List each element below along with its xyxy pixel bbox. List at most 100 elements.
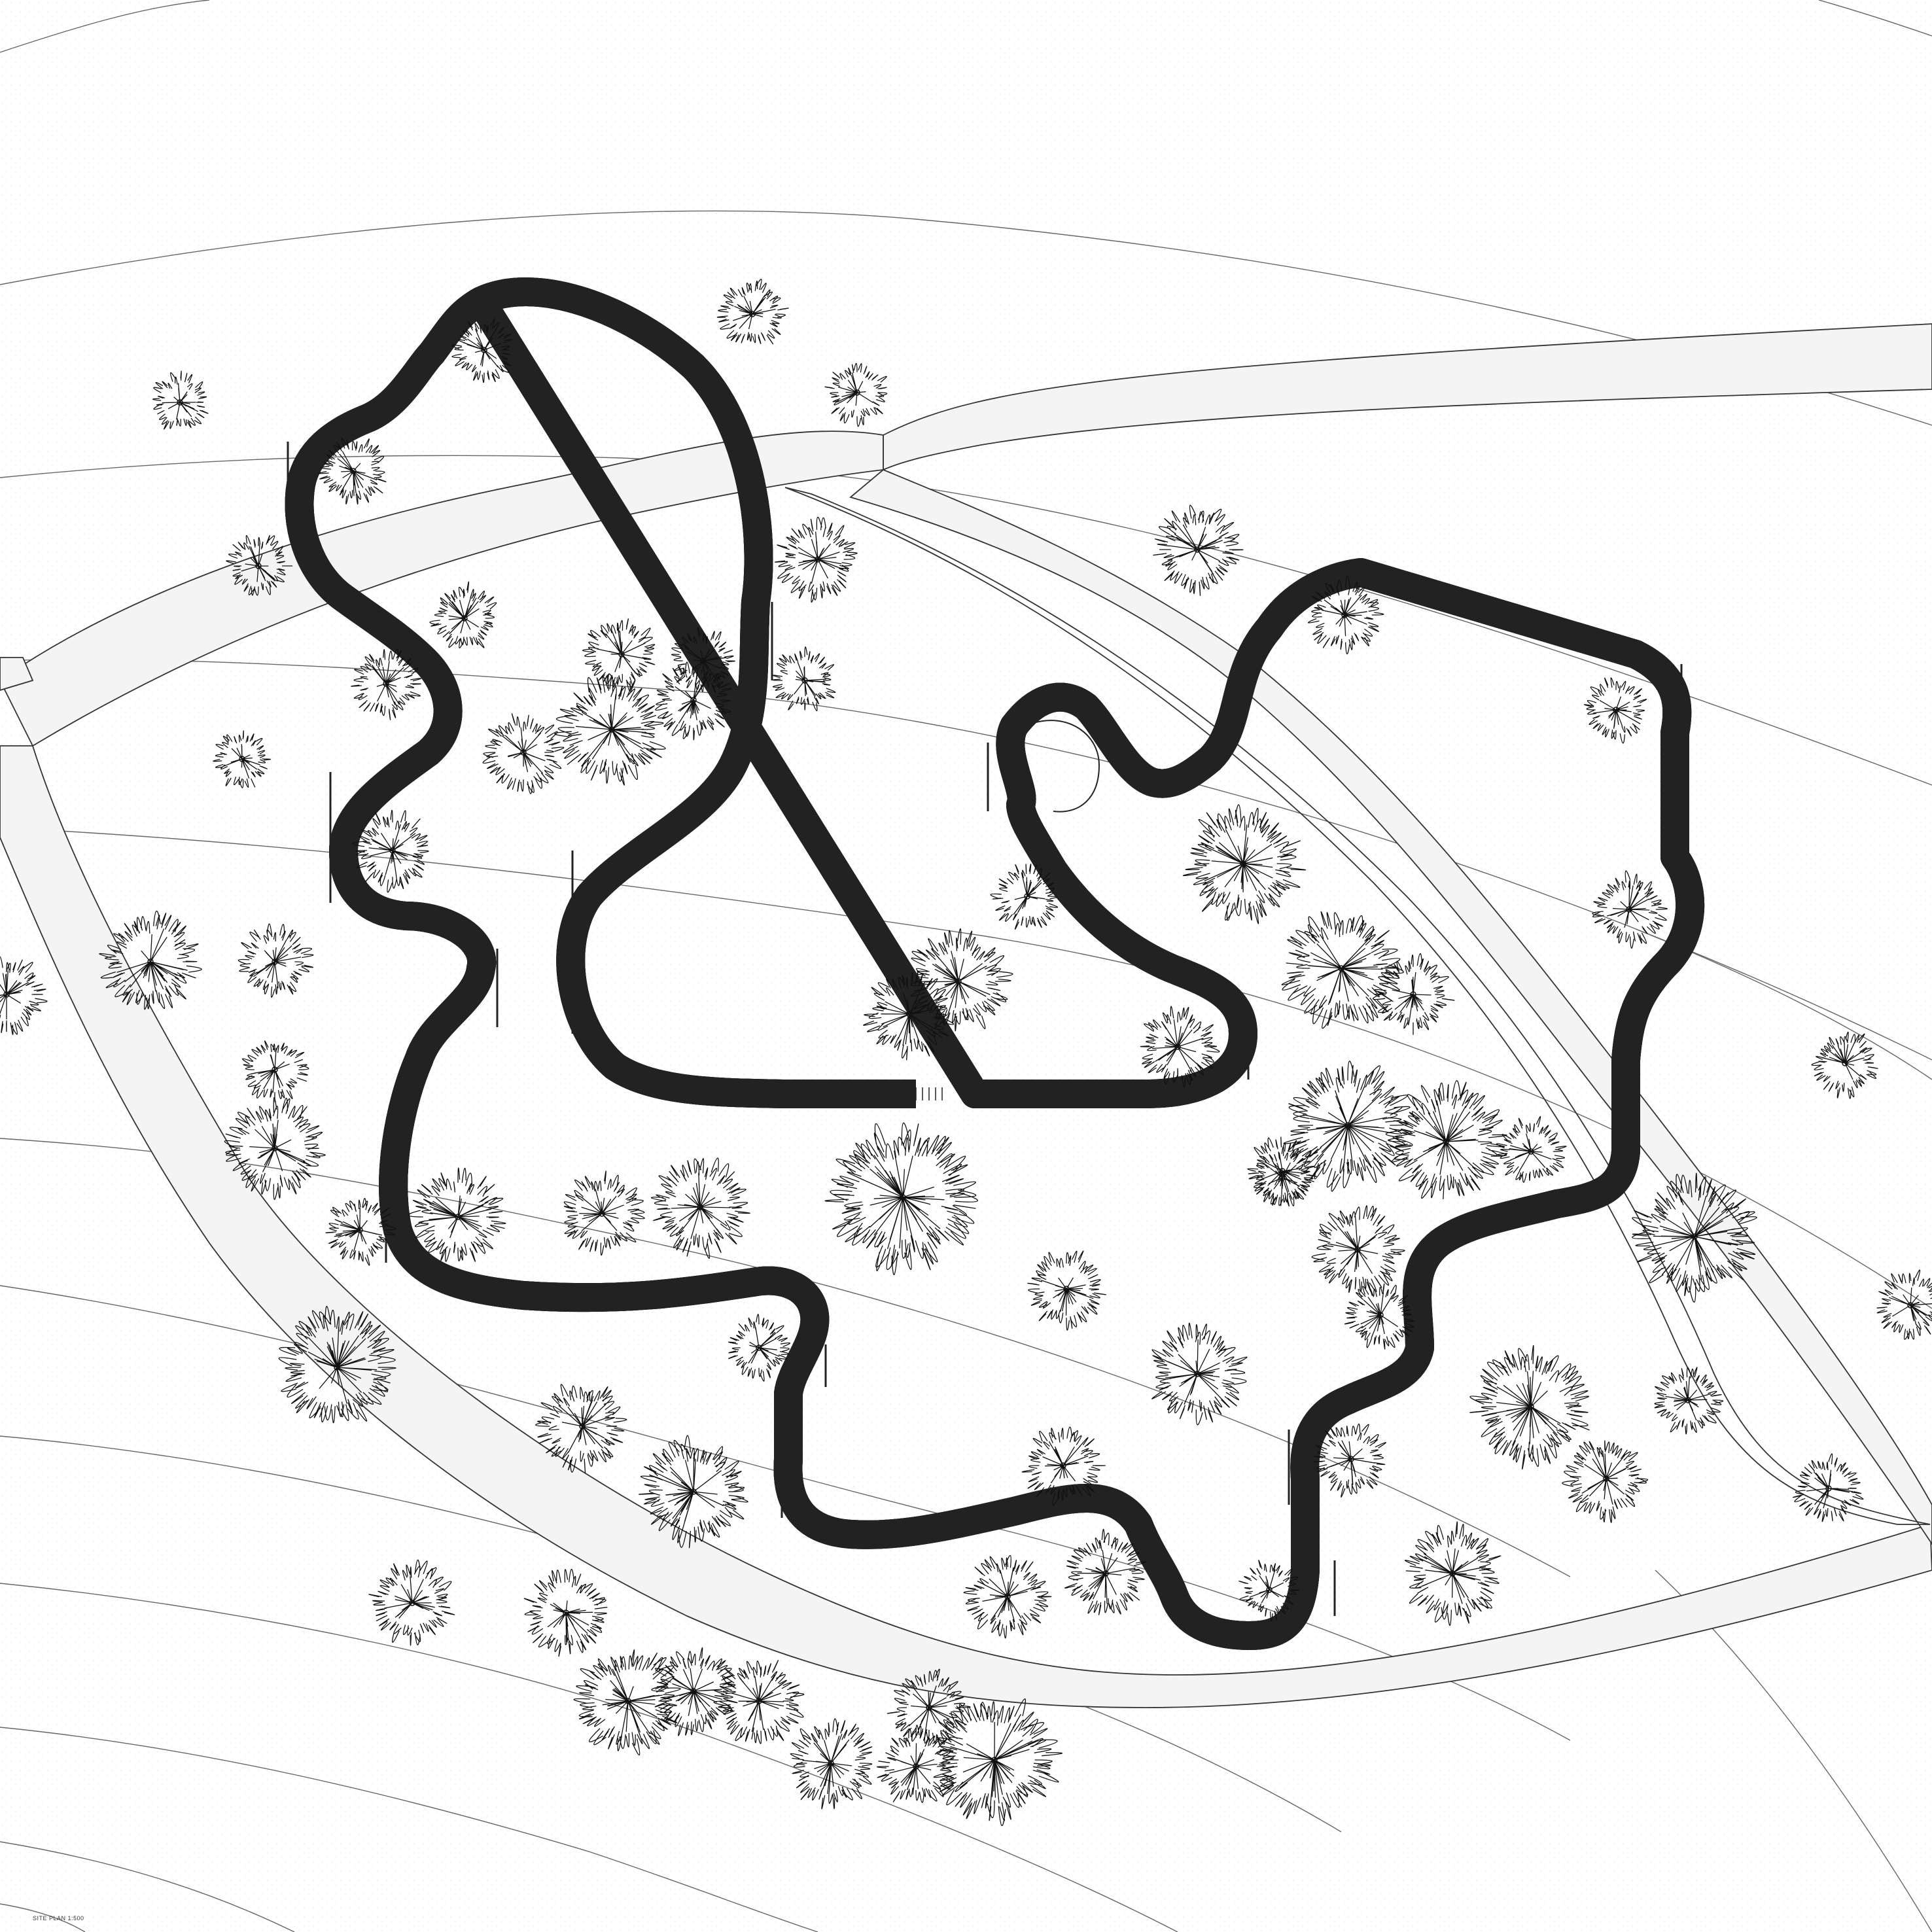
tree-trunk-mark (801, 677, 808, 684)
tree-canopy (325, 1198, 396, 1266)
tree-trunk-mark (177, 399, 183, 406)
tree-canopy (648, 1647, 738, 1736)
tree-symbol (351, 648, 421, 720)
tree-canopy (317, 438, 387, 505)
tree-canopy (237, 923, 314, 998)
tree-canopy (352, 809, 429, 893)
tree-symbol (824, 362, 888, 427)
road-west-link (0, 657, 34, 691)
tree-canopy (790, 1718, 873, 1810)
tree-canopy (1811, 1031, 1878, 1099)
tree-canopy (1238, 1560, 1300, 1622)
tree-symbol (368, 1559, 455, 1646)
tree-trunk-mark (1528, 1403, 1534, 1410)
tree-canopy (716, 279, 789, 345)
tree-canopy (523, 1568, 608, 1657)
tree-canopy (213, 730, 272, 788)
tree-symbol (451, 319, 512, 383)
tree-symbol (650, 1157, 750, 1259)
tree-canopy (1151, 1322, 1248, 1426)
tree-canopy (1496, 1116, 1567, 1183)
tree-symbol (1027, 1250, 1106, 1331)
tree-canopy (573, 1649, 681, 1756)
tree-canopy (351, 648, 421, 720)
tree-canopy (482, 713, 565, 794)
tree-canopy (1313, 1423, 1386, 1498)
tree-symbol (990, 864, 1059, 930)
road-inner-west (784, 487, 1931, 1525)
tree-canopy (554, 673, 666, 786)
tree-symbol (1153, 504, 1244, 596)
tree-trunk-mark (1691, 1233, 1698, 1240)
tree-canopy (0, 956, 48, 1035)
tree-symbol (1592, 870, 1668, 949)
tree-trunk-mark (563, 1609, 569, 1616)
tree-symbol (535, 1384, 627, 1473)
tree-canopy (563, 1170, 645, 1256)
tree-trunk-mark (1279, 1174, 1286, 1181)
tree-canopy (1311, 1205, 1405, 1293)
tree-canopy (224, 1097, 326, 1200)
road-upper-right (883, 323, 1932, 471)
tree-symbol (408, 1167, 506, 1262)
tree-symbol (1404, 1521, 1502, 1626)
tree-trunk-mark (461, 615, 468, 622)
tree-canopy (582, 618, 656, 692)
tree-canopy (1584, 677, 1647, 744)
tree-symbol (1308, 575, 1384, 655)
tree-trunk-mark (357, 1227, 363, 1233)
tree-canopy (535, 1384, 627, 1473)
tree-canopy (655, 660, 732, 741)
tree-trunk-mark (828, 1760, 834, 1766)
tree-trunk-mark (1603, 1475, 1609, 1482)
tree-trunk-mark (955, 978, 962, 985)
tree-symbol (963, 1554, 1052, 1639)
tree-symbol (213, 730, 272, 788)
tree-trunk-mark (854, 389, 860, 396)
tree-symbol (639, 1435, 748, 1549)
tree-symbol (1792, 1453, 1864, 1522)
tree-canopy (1027, 1250, 1106, 1331)
tree-canopy (772, 646, 836, 712)
tree-trunk-mark (1338, 965, 1344, 972)
tree-canopy (863, 972, 955, 1061)
tree-trunk-mark (389, 847, 396, 854)
tree-symbol (713, 1660, 805, 1744)
tree-symbol (352, 809, 429, 893)
tree-canopy (728, 1314, 791, 1382)
tree-canopy (824, 1122, 978, 1275)
tree-symbol (863, 972, 955, 1061)
tree-trunk-mark (608, 726, 615, 733)
tree-trunk-mark (409, 1600, 415, 1606)
tree-canopy (774, 516, 858, 603)
tree-symbol (278, 1306, 396, 1424)
tree-canopy (152, 370, 209, 430)
tree-trunk-mark (1266, 1587, 1273, 1593)
tree-canopy (824, 362, 888, 427)
tree-canopy (1469, 1344, 1590, 1470)
tree-trunk-mark (1004, 1593, 1011, 1600)
tree-symbol (429, 581, 497, 648)
tree-symbol (1632, 1172, 1757, 1303)
tree-trunk-mark (815, 556, 821, 563)
tree-symbol (1385, 1080, 1507, 1200)
tree-trunk-mark (272, 1145, 278, 1151)
tree-canopy (368, 1559, 455, 1646)
tree-canopy (1654, 1367, 1724, 1435)
tree-trunk-mark (1825, 1485, 1832, 1492)
tree-trunk-mark (756, 1698, 762, 1704)
tree-trunk-mark (690, 1688, 697, 1695)
tree-symbol (1876, 1269, 1932, 1340)
tree-symbol (716, 279, 789, 345)
roads (0, 323, 1932, 1708)
tree-trunk-mark (383, 680, 389, 687)
tree-symbol (1021, 1426, 1106, 1505)
tree-trunk-mark (1907, 1302, 1914, 1308)
tree-canopy (99, 910, 202, 1010)
tree-canopy (1308, 575, 1384, 655)
tree-symbol (237, 923, 314, 998)
tree-symbol (877, 1725, 955, 1803)
walkway-small-loop (1004, 720, 1100, 813)
